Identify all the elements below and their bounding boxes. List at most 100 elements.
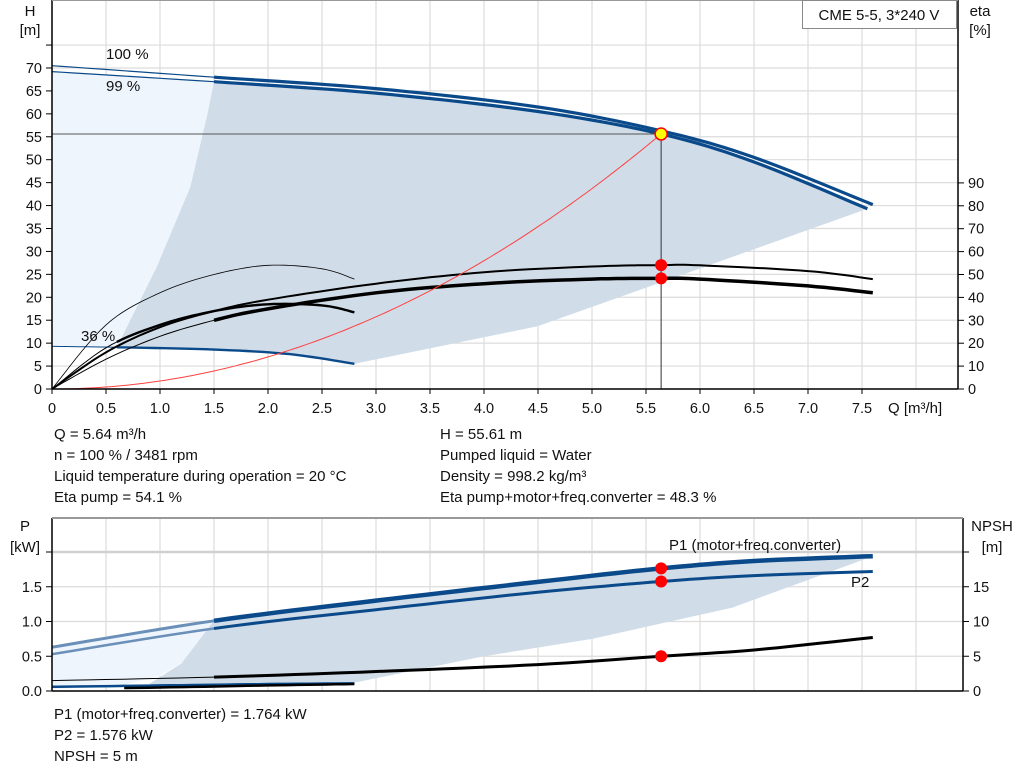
eta-total-curve-thin [51,319,215,390]
p1-point [655,562,668,575]
p-tick-label: 0.5 [22,649,42,665]
info-right: H = 55.61 m Pumped liquid = Water Densit… [440,424,716,508]
y2-tick-label: 20 [968,336,984,352]
y-tick-label: 30 [26,244,42,260]
y-tick-label: 0 [34,382,42,398]
pump-curve-99 [213,80,869,211]
eta-total-curve-36-thin [51,341,118,390]
p-axis-unit: [kW] [10,539,40,556]
y2-tick-label: 30 [968,313,984,329]
operating-area-dark [116,81,868,364]
y2-axis-label: eta [970,3,992,20]
info-power: P1 (motor+freq.converter) = 1.764 kW P2 … [54,704,307,767]
p-tick-label: 1.0 [22,615,42,631]
x-tick-label: 5.0 [582,401,602,417]
title-box [802,0,957,29]
pump-curve-thin [51,65,215,78]
pump-curve-100 [213,75,874,207]
y-tick-label: 10 [26,336,42,352]
info-left: Q = 5.64 m³/h n = 100 % / 3481 rpm Liqui… [54,424,346,508]
y2-tick-label: 90 [968,176,984,192]
y2-tick-label: 50 [968,268,984,284]
x-tick-label: 0.5 [96,401,116,417]
x-tick-label: 5.5 [636,401,656,417]
p2-curve-36 [124,682,355,690]
npsh-curve-thin [51,676,215,682]
y2-tick-label: 40 [968,290,984,306]
x-tick-label: 4.5 [528,401,548,417]
y2-tick-label: 80 [968,199,984,215]
p1-label: P1 (motor+freq.converter) [669,537,841,554]
p1-curve-thin [51,619,215,649]
curve-label-100: 100 % [106,46,149,63]
x-tick-label: 7.5 [852,401,872,417]
npsh-tick-label: 5 [973,649,981,665]
npsh-tick-label: 15 [973,580,989,596]
x-tick-label: 0 [48,401,56,417]
npsh-axis-label: NPSH [971,518,1013,535]
x-tick-label: 3.0 [366,401,386,417]
y2-axis-unit: [%] [969,22,991,39]
y-tick-label: 20 [26,290,42,306]
npsh-tick-label: 0 [973,684,981,700]
info-h: H = 55.61 m [440,426,523,443]
info-p1: P1 (motor+freq.converter) = 1.764 kW [54,706,307,723]
eta-pump-curve-36 [51,264,355,390]
info-n: n = 100 % / 3481 rpm [54,447,198,464]
system-curve [52,137,658,390]
x-tick-label: 2.5 [312,401,332,417]
x-axis-label: Q [m³/h] [888,400,942,417]
p1-curve [213,553,873,624]
p2-curve [213,570,873,630]
info-eta-pump: Eta pump = 54.1 % [54,489,182,506]
power-area-light [52,620,214,689]
y-tick-label: 15 [26,313,42,329]
y-tick-label: 5 [34,359,42,375]
p-tick-label: 1.5 [22,580,42,596]
npsh-axis-unit: [m] [982,539,1003,556]
power-area-dark [149,556,873,687]
x-tick-label: 6.5 [744,401,764,417]
x-tick-label: 4.0 [474,401,494,417]
y-tick-label: 60 [26,107,42,123]
y2-tick-label: 70 [968,222,984,238]
y-tick-label: 55 [26,130,42,146]
y-tick-label: 70 [26,61,42,77]
chart-title: CME 5-5, 3*240 V [819,7,940,24]
p2-point [655,575,668,588]
y-tick-label: 40 [26,199,42,215]
curve-label-99: 99 % [106,78,140,95]
pump-curve-thin [51,71,215,83]
p2-curve-thin [51,627,215,656]
info-density: Density = 998.2 kg/m³ [440,468,587,485]
p-axis-label: P [20,518,30,535]
x-tick-label: 1.5 [204,401,224,417]
npsh-point [655,650,668,663]
y-axis-label: H [25,3,36,20]
npsh-tick-label: 10 [973,615,989,631]
y2-tick-label: 60 [968,245,984,261]
eta-total-curve-36 [116,302,355,343]
eta-pump-point [655,259,668,272]
info-eta-total: Eta pump+motor+freq.converter = 48.3 % [440,489,717,506]
x-tick-label: 7.0 [798,401,818,417]
y-tick-label: 65 [26,84,42,100]
info-q: Q = 5.64 m³/h [54,426,147,443]
x-tick-label: 2.0 [258,401,278,417]
y-tick-label: 50 [26,153,42,169]
x-tick-label: 3.5 [420,401,440,417]
y-axis-unit: [m] [20,22,41,39]
y-tick-label: 45 [26,176,42,192]
y-tick-label: 25 [26,267,42,283]
operating-area-light [52,71,214,348]
p-tick-label: 0.0 [22,684,42,700]
curve-label-36: 36 % [81,328,115,345]
info-temp: Liquid temperature during operation = 20… [54,468,347,485]
info-liquid: Pumped liquid = Water [440,447,592,464]
duty-point [654,127,668,141]
eta-total-point [655,272,668,285]
y2-tick-label: 0 [968,382,976,398]
info-npsh: NPSH = 5 m [54,748,138,765]
y-tick-label: 35 [26,221,42,237]
